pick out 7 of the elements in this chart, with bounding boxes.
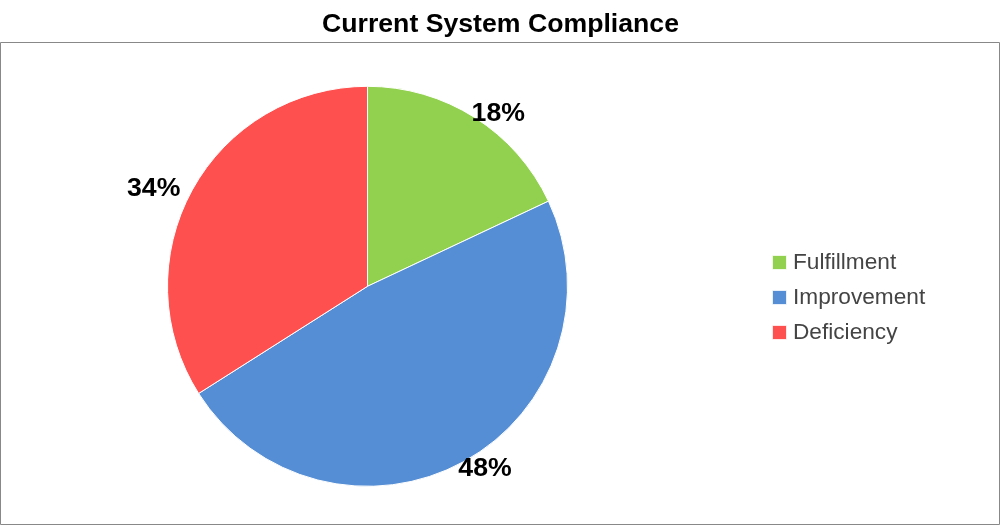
data-label: 34% [127,172,181,203]
legend-label: Deficiency [793,318,898,345]
data-label: 48% [458,451,512,482]
chart-title: Current System Compliance [322,7,679,38]
data-label: 18% [471,97,525,128]
legend-label: Improvement [793,283,926,310]
legend-label: Fulfillment [793,248,897,275]
